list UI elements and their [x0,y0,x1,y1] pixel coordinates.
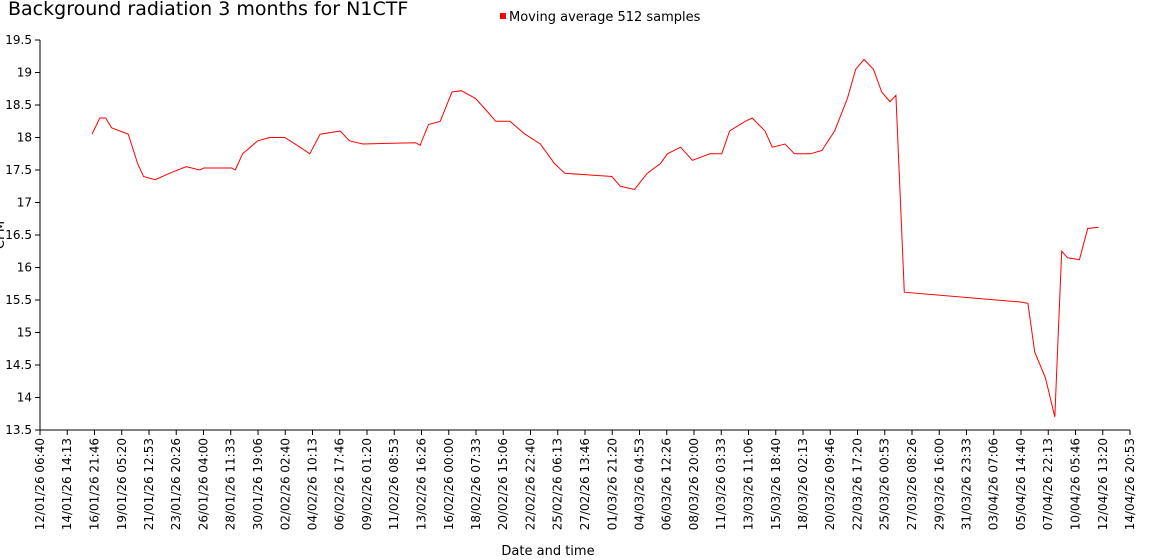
x-tick-label: 18/02/26 07:33 [469,438,483,530]
x-tick-label: 14/04/26 20:53 [1123,438,1137,530]
y-tick-label: 17 [17,196,32,210]
x-tick-label: 12/04/26 13:20 [1096,438,1110,530]
y-tick-label: 15 [17,326,32,340]
y-tick-label: 16.5 [5,228,32,242]
x-tick-label: 13/02/26 16:26 [414,438,428,530]
x-tick-label: 27/03/26 08:26 [905,438,919,530]
y-tick-label: 14.5 [5,358,32,372]
x-tick-label: 07/04/26 22:13 [1041,438,1055,530]
x-tick-label: 02/02/26 02:40 [278,438,292,530]
x-tick-label: 20/03/26 09:46 [823,438,837,530]
y-axis-label: CPM [0,221,8,249]
x-tick-label: 14/01/26 14:13 [60,438,74,530]
x-tick-label: 30/01/26 19:06 [251,438,265,530]
y-tick-label: 16 [17,261,32,275]
y-tick-label: 18.5 [5,98,32,112]
x-tick-label: 18/03/26 02:13 [796,438,810,530]
x-tick-label: 16/01/26 21:46 [87,438,101,530]
x-tick-label: 21/01/26 12:53 [142,438,156,530]
x-tick-label: 29/03/26 16:00 [932,438,946,530]
y-tick-label: 18 [17,131,32,145]
x-tick-label: 16/02/26 00:00 [442,438,456,530]
legend-swatch [500,13,506,19]
x-tick-label: 23/01/26 20:26 [169,438,183,530]
x-tick-label: 22/03/26 17:20 [851,438,865,530]
x-tick-label: 04/03/26 04:53 [632,438,646,530]
x-tick-label: 19/01/26 05:20 [115,438,129,530]
legend-label: Moving average 512 samples [509,10,701,25]
x-tick-label: 03/04/26 07:06 [987,438,1001,530]
y-tick-label: 14 [17,391,32,405]
x-tick-label: 10/04/26 05:46 [1068,438,1082,530]
x-tick-label: 08/03/26 20:00 [687,438,701,530]
y-tick-label: 13.5 [5,423,32,437]
data-line [91,58,1099,418]
y-tick-label: 19 [17,66,32,80]
x-tick-label: 20/02/26 15:06 [496,438,510,530]
x-tick-label: 13/03/26 11:06 [741,438,755,530]
x-tick-label: 06/02/26 17:46 [333,438,347,530]
x-tick-label: 27/02/26 13:46 [578,438,592,530]
x-tick-label: 25/03/26 00:53 [878,438,892,530]
x-tick-label: 15/03/26 18:40 [769,438,783,530]
y-tick-label: 19.5 [5,33,32,47]
x-tick-label: 09/02/26 01:20 [360,438,374,530]
chart-title: Background radiation 3 months for N1CTF [8,0,408,20]
x-tick-label: 28/01/26 11:33 [224,438,238,530]
x-tick-label: 26/01/26 04:00 [197,438,211,530]
x-tick-label: 11/02/26 08:53 [387,438,401,530]
x-tick-label: 05/04/26 14:40 [1014,438,1028,530]
x-tick-label: 22/02/26 22:40 [524,438,538,530]
x-tick-label: 06/03/26 12:26 [660,438,674,530]
x-tick-label: 12/01/26 06:40 [33,438,47,530]
x-tick-label: 04/02/26 10:13 [305,438,319,530]
y-tick-label: 15.5 [5,293,32,307]
x-axis-label: Date and time [501,544,594,559]
x-tick-label: 25/02/26 06:13 [551,438,565,530]
x-tick-label: 31/03/26 23:33 [959,438,973,530]
x-tick-label: 01/03/26 21:20 [605,438,619,530]
y-tick-label: 17.5 [5,163,32,177]
x-tick-label: 11/03/26 03:33 [714,438,728,530]
